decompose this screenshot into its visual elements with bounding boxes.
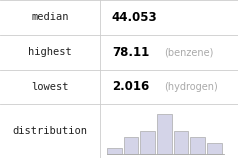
Bar	[190, 137, 205, 154]
Bar	[124, 137, 139, 154]
Bar	[107, 148, 122, 154]
Text: highest: highest	[28, 47, 72, 57]
Text: distribution: distribution	[12, 126, 88, 136]
Text: 78.11: 78.11	[112, 46, 149, 59]
Bar	[140, 131, 155, 154]
Text: 2.016: 2.016	[112, 80, 149, 93]
Bar	[207, 143, 222, 154]
Bar	[157, 114, 172, 154]
Text: (hydrogen): (hydrogen)	[164, 82, 218, 92]
Text: 44.053: 44.053	[112, 11, 158, 24]
Text: median: median	[31, 12, 69, 22]
Text: lowest: lowest	[31, 82, 69, 92]
Bar	[174, 131, 188, 154]
Text: (benzene): (benzene)	[164, 47, 213, 57]
